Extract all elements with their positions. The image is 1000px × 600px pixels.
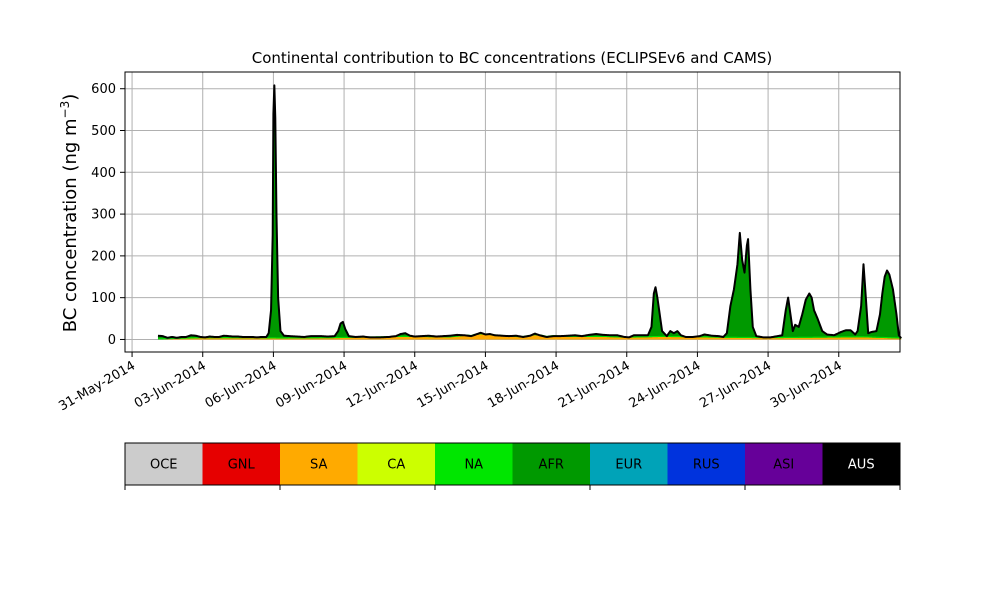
series-sa-area bbox=[157, 334, 902, 340]
colorbar-swatch-rus bbox=[667, 443, 746, 485]
x-tick-label: 12-Jun-2014 bbox=[344, 358, 421, 411]
colorbar-label-rus: RUS bbox=[693, 458, 720, 473]
y-axis-label-exponent: −3 bbox=[58, 101, 72, 119]
y-tick-label: 200 bbox=[91, 249, 116, 264]
colorbar-swatch-afr bbox=[512, 443, 591, 485]
x-tick-label: 27-Jun-2014 bbox=[697, 358, 774, 411]
colorbar-swatch-gnl bbox=[202, 443, 281, 485]
y-tick-label: 0 bbox=[108, 333, 116, 348]
colorbar-swatch-sa bbox=[280, 443, 358, 485]
x-tick-label: 18-Jun-2014 bbox=[485, 358, 562, 411]
colorbar-label-na: NA bbox=[464, 458, 483, 473]
x-tick-label: 03-Jun-2014 bbox=[132, 358, 209, 411]
y-axis-label-close: ) bbox=[60, 94, 81, 101]
colorbar-swatch-asi bbox=[745, 443, 823, 485]
x-tick-label: 24-Jun-2014 bbox=[627, 358, 704, 411]
colorbar-swatch-oce bbox=[125, 443, 203, 485]
y-tick-label: 400 bbox=[91, 166, 116, 181]
y-tick-label: 500 bbox=[91, 124, 116, 139]
x-tick-label: 09-Jun-2014 bbox=[273, 358, 350, 411]
chart-title: Continental contribution to BC concentra… bbox=[252, 49, 773, 67]
x-tick-label: 30-Jun-2014 bbox=[768, 358, 845, 411]
colorbar-label-gnl: GNL bbox=[228, 458, 256, 473]
y-axis-label-main: BC concentration (ng m bbox=[60, 118, 81, 332]
colorbar-frame bbox=[124, 442, 901, 486]
colorbar-label-aus: AUS bbox=[848, 458, 875, 473]
colorbar-swatch-eur bbox=[590, 443, 668, 485]
x-tick-label: 31-May-2014 bbox=[56, 358, 138, 414]
colorbar-swatch-ca bbox=[357, 443, 436, 485]
grid-lines bbox=[125, 72, 900, 352]
y-tick-label: 600 bbox=[91, 82, 116, 97]
y-tick-label: 100 bbox=[91, 291, 116, 306]
colorbar-label-oce: OCE bbox=[150, 458, 178, 473]
colorbar-legend: OCE GNL SA CA NA AFR EUR RUS ASI AUS bbox=[124, 442, 901, 490]
x-tick-label: 15-Jun-2014 bbox=[415, 358, 492, 411]
colorbar-label-afr: AFR bbox=[539, 458, 564, 473]
y-tick-label: 300 bbox=[91, 208, 116, 223]
colorbar-label-ca: CA bbox=[387, 458, 405, 473]
x-axis: 31-May-201403-Jun-201406-Jun-201409-Jun-… bbox=[56, 352, 845, 414]
x-tick-label: 21-Jun-2014 bbox=[556, 358, 633, 411]
plot-area bbox=[157, 84, 902, 340]
y-axis-label: BC concentration (ng m−3) bbox=[58, 94, 81, 333]
x-tick-label: 06-Jun-2014 bbox=[203, 358, 280, 411]
colorbar-label-sa: SA bbox=[310, 458, 327, 473]
series-total-line bbox=[157, 84, 902, 339]
colorbar-label-eur: EUR bbox=[615, 458, 642, 473]
y-axis: 0 100 200 300 400 500 600 bbox=[91, 82, 125, 348]
axes-frame bbox=[124, 71, 901, 353]
series-afr-area bbox=[157, 85, 902, 340]
colorbar-label-asi: ASI bbox=[773, 458, 794, 473]
colorbar-swatch-na bbox=[435, 443, 513, 485]
colorbar-swatch-aus bbox=[822, 443, 901, 485]
